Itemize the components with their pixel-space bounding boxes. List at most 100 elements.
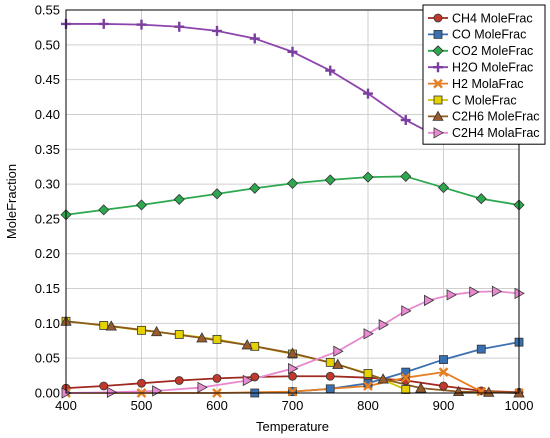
legend-item: CO MoleFrac (428, 28, 526, 42)
data-point-co2-molefrac (249, 182, 261, 194)
data-point-co2-molefrac (135, 199, 148, 211)
y-tick-label: 0.15 (35, 281, 60, 296)
x-tick-label: 400 (55, 398, 77, 413)
plot-frame (65, 9, 520, 394)
x-tick-label: 600 (206, 398, 228, 413)
legend-item: C2H6 MoleFrac (428, 110, 540, 124)
data-point-h2o-molefrac (363, 88, 373, 99)
y-tick-label: 0.10 (35, 316, 60, 331)
x-axis-label: Temperature (256, 419, 329, 434)
data-point-h2-molafrac (438, 367, 449, 377)
series-points-co2-molefrac (60, 170, 525, 221)
y-tick-label: 0.35 (35, 142, 60, 157)
data-point-c-molefrac (363, 369, 373, 378)
legend-item: C MoleFrac (428, 93, 517, 107)
data-point-ch4-molefrac (174, 376, 184, 385)
legend-marker (433, 78, 443, 89)
series-line-c-molefrac (65, 320, 407, 391)
data-point-h2o-molefrac (325, 65, 336, 76)
data-point-co2-molefrac (98, 204, 110, 216)
x-tick-label: 700 (282, 398, 304, 413)
data-point-h2o-molefrac (136, 19, 147, 30)
legend-label: C MoleFrac (452, 93, 517, 107)
data-point-h2o-molefrac (212, 25, 222, 36)
legend-label: CO2 MoleFrac (452, 44, 533, 58)
x-tick-label: 500 (131, 398, 153, 413)
data-point-co2-molefrac (400, 170, 412, 182)
data-point-h2o-molefrac (287, 46, 298, 57)
legend-marker (433, 62, 443, 73)
data-point-h2o-molefrac (400, 115, 411, 126)
data-point-c-molefrac (212, 334, 222, 344)
data-point-co-molefrac (439, 355, 448, 364)
legend-marker (432, 45, 444, 57)
data-point-h2-molafrac (400, 372, 411, 383)
data-point-c2h4-molafrac (378, 319, 389, 331)
data-point-h2-molafrac (363, 381, 373, 391)
legend-item: CH4 MoleFrac (428, 11, 533, 25)
data-point-c2h6-molefrac (105, 320, 117, 331)
y-tick-labels: 0.00 0.05 0.10 0.15 0.20 0.25 0.30 0.35 0.40 0.45… (35, 3, 60, 401)
data-point-ch4-molefrac (325, 371, 335, 381)
series-markers (60, 18, 525, 399)
legend-marker (433, 13, 443, 23)
y-tick-label: 0.55 (35, 3, 60, 18)
y-axis-label: MoleFraction (4, 164, 19, 239)
legend-item: H2 MolaFrac (428, 77, 524, 91)
data-point-h2-molafrac (287, 386, 298, 397)
y-tick-label: 0.00 (35, 386, 60, 401)
legend-marker (433, 127, 444, 139)
legend-label: H2O MoleFrac (452, 61, 533, 75)
data-point-co2-molefrac (362, 171, 374, 183)
data-point-c2h6-molefrac (483, 386, 495, 397)
legend-label: CH4 MoleFrac (452, 11, 533, 25)
data-point-ch4-molefrac (212, 373, 222, 383)
data-point-c2h4-molafrac (401, 305, 412, 317)
data-point-c-molefrac (174, 330, 184, 339)
legend: CH4 MoleFrac CO MoleFrac CO2 MoleFrac H2O M… (422, 4, 546, 145)
legend-marker (432, 110, 444, 121)
data-point-h2o-molefrac (174, 21, 185, 32)
data-point-c2h4-molafrac (446, 289, 457, 301)
data-point-c2h6-molefrac (241, 339, 253, 350)
x-tick-label: 800 (357, 398, 379, 413)
data-point-c-molefrac (99, 321, 109, 330)
x-tick-label: 1000 (505, 398, 534, 413)
data-point-h2o-molefrac (249, 33, 260, 44)
data-point-c-molefrac (325, 357, 335, 367)
data-point-co-molefrac (476, 344, 486, 354)
y-tick-label: 0.25 (35, 211, 60, 226)
data-point-c2h4-molafrac (491, 285, 503, 298)
data-point-c2h4-molafrac (242, 374, 254, 387)
data-point-c2h4-molafrac (197, 381, 208, 394)
data-point-h2-molafrac (476, 386, 487, 397)
data-point-c2h4-molafrac (288, 362, 299, 375)
x-tick-labels: 400 500 600 700 800 900 1000 (55, 398, 533, 413)
data-point-h2o-molefrac (98, 18, 109, 29)
series-points-h2o-molefrac (61, 18, 434, 137)
data-point-c2h6-molefrac (286, 347, 299, 358)
data-point-ch4-molefrac (99, 381, 109, 391)
data-point-c2h4-molafrac (152, 385, 163, 397)
legend-item: CO2 MoleFrac (428, 44, 533, 58)
data-point-c2h6-molefrac (415, 382, 427, 393)
legend-item: H2O MoleFrac (428, 61, 533, 75)
legend-marker (433, 95, 443, 105)
data-point-co2-molefrac (475, 193, 487, 205)
data-point-ch4-molefrac (250, 372, 260, 382)
y-tick-label: 0.30 (35, 177, 60, 192)
legend-marker (433, 29, 443, 39)
data-point-ch4-molefrac (439, 381, 448, 391)
data-point-ch4-molefrac (288, 371, 297, 381)
y-tick-label: 0.20 (35, 246, 60, 261)
y-tick-label: 0.45 (35, 72, 60, 87)
data-point-co2-molefrac (286, 177, 299, 189)
data-point-c2h4-molafrac (333, 345, 344, 357)
y-tick-label: 0.50 (35, 37, 60, 52)
data-point-co2-molefrac (173, 193, 185, 205)
y-tick-label: 0.05 (35, 351, 60, 366)
legend-label: C2H4 MolaFrac (452, 126, 540, 140)
series-line-h2o-molefrac (66, 23, 429, 133)
data-point-c2h6-molefrac (332, 358, 344, 369)
